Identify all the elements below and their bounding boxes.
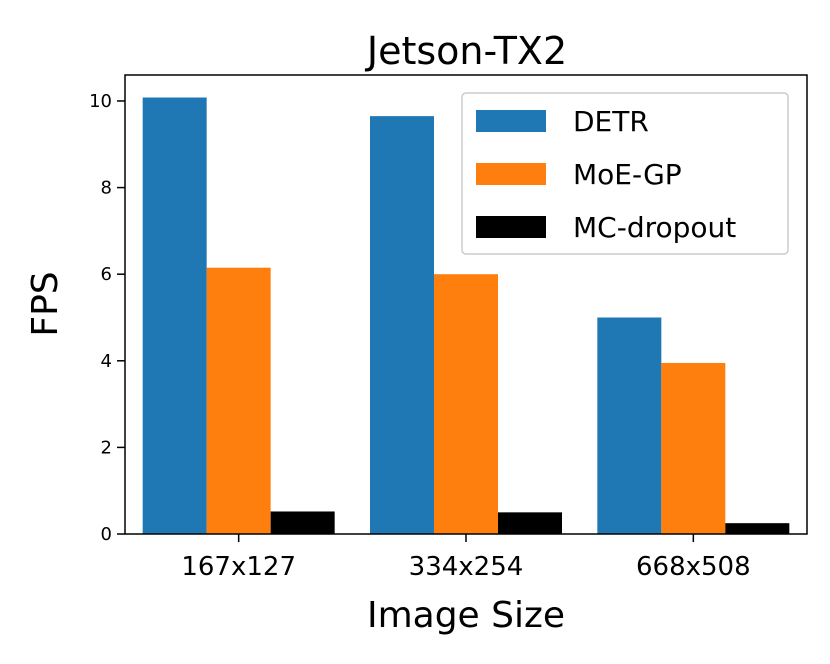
bar-detr-0 bbox=[142, 97, 207, 535]
legend-swatch-moe-gp bbox=[476, 163, 546, 185]
bar-moe-gp-2 bbox=[661, 362, 726, 534]
chart-title: Jetson-TX2 bbox=[365, 29, 567, 73]
bar-mc-dropout-1 bbox=[498, 512, 562, 534]
y-tick-label: 4 bbox=[101, 351, 112, 372]
x-axis-label: Image Size bbox=[367, 595, 565, 636]
y-tick-label: 8 bbox=[101, 178, 112, 199]
bar-mc-dropout-2 bbox=[725, 523, 790, 534]
legend-label: MC-dropout bbox=[573, 211, 736, 244]
bar-moe-gp-0 bbox=[206, 267, 271, 534]
legend: DETR MoE-GP MC-dropout bbox=[461, 92, 789, 255]
y-tick-label: 2 bbox=[101, 437, 112, 458]
bar-detr-2 bbox=[597, 317, 662, 534]
x-axis: 167x127 334x254 668x508 bbox=[181, 534, 751, 582]
bars-group bbox=[142, 97, 790, 535]
legend-label: DETR bbox=[573, 105, 649, 138]
bar-mc-dropout-0 bbox=[270, 511, 335, 534]
bar-moe-gp-1 bbox=[434, 274, 498, 534]
legend-label: MoE-GP bbox=[573, 158, 682, 191]
y-tick-label: 6 bbox=[101, 264, 112, 285]
y-axis: 0 2 4 6 8 10 bbox=[89, 91, 125, 545]
x-tick-label: 668x508 bbox=[636, 552, 751, 582]
y-tick-label: 0 bbox=[101, 524, 112, 545]
legend-frame bbox=[461, 92, 789, 255]
bar-detr-1 bbox=[370, 116, 434, 535]
y-tick-label: 10 bbox=[89, 91, 112, 112]
legend-swatch-detr bbox=[476, 110, 546, 132]
x-tick-label: 167x127 bbox=[181, 552, 296, 582]
x-tick-label: 334x254 bbox=[409, 552, 524, 582]
y-axis-label: FPS bbox=[25, 271, 66, 336]
legend-swatch-mc-dropout bbox=[476, 216, 546, 238]
